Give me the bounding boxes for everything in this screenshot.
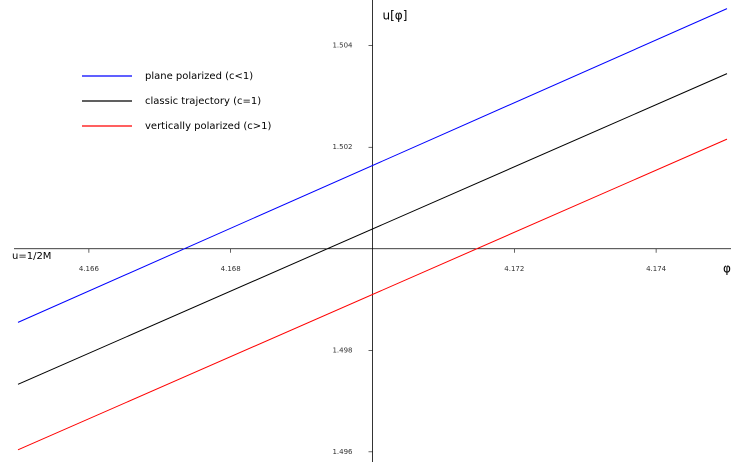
y-tick-label: 1.498 [332, 346, 352, 354]
y-tick-label: 1.496 [332, 448, 353, 456]
x-tick-label: 4.166 [79, 265, 100, 273]
legend-label: vertically polarized (c>1) [145, 121, 271, 132]
y-tick-label: 1.504 [332, 42, 353, 50]
y-axis-label: u[φ] [383, 9, 408, 23]
x-tick-label: 4.172 [504, 265, 524, 273]
legend-label: classic trajectory (c=1) [145, 96, 261, 107]
baseline-label: u=1/2M [12, 251, 51, 262]
y-tick-label: 1.502 [332, 143, 352, 151]
x-axis-label: φ [723, 261, 731, 275]
data-line [17, 8, 728, 323]
x-tick-label: 4.168 [221, 265, 241, 273]
x-tick-label: 4.174 [646, 265, 667, 273]
data-line [17, 138, 728, 451]
data-line [17, 73, 728, 385]
legend-label: plane polarized (c<1) [145, 71, 253, 82]
